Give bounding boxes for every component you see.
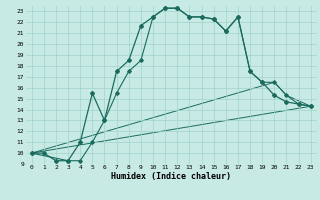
- X-axis label: Humidex (Indice chaleur): Humidex (Indice chaleur): [111, 172, 231, 181]
